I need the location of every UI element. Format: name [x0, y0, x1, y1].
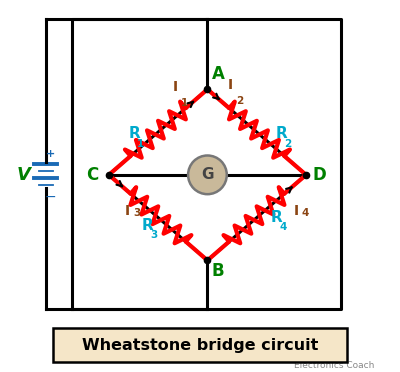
Text: R: R: [142, 218, 153, 233]
Text: +: +: [46, 150, 55, 159]
Text: 1: 1: [180, 98, 188, 108]
Text: R: R: [129, 126, 141, 141]
Text: 4: 4: [302, 208, 309, 218]
Text: A: A: [212, 65, 225, 83]
Text: I: I: [293, 204, 298, 218]
Text: R: R: [271, 209, 283, 225]
Text: I: I: [172, 80, 178, 94]
Text: Wheatstone bridge circuit: Wheatstone bridge circuit: [82, 338, 318, 353]
FancyBboxPatch shape: [53, 328, 347, 362]
Text: B: B: [212, 262, 224, 280]
Text: 4: 4: [280, 222, 287, 232]
Text: D: D: [313, 166, 326, 184]
Text: 1: 1: [137, 139, 144, 149]
Text: R: R: [276, 126, 288, 141]
Text: −: −: [44, 189, 56, 203]
Circle shape: [188, 155, 227, 194]
Text: I: I: [125, 204, 130, 218]
Text: 3: 3: [150, 230, 157, 240]
Text: I: I: [228, 78, 233, 92]
Text: 2: 2: [284, 139, 292, 149]
Text: G: G: [201, 167, 214, 182]
Text: Electronics Coach: Electronics Coach: [294, 361, 375, 370]
Text: V: V: [16, 166, 30, 184]
Text: 3: 3: [133, 208, 140, 218]
Text: C: C: [86, 166, 98, 184]
Text: 2: 2: [236, 96, 243, 106]
